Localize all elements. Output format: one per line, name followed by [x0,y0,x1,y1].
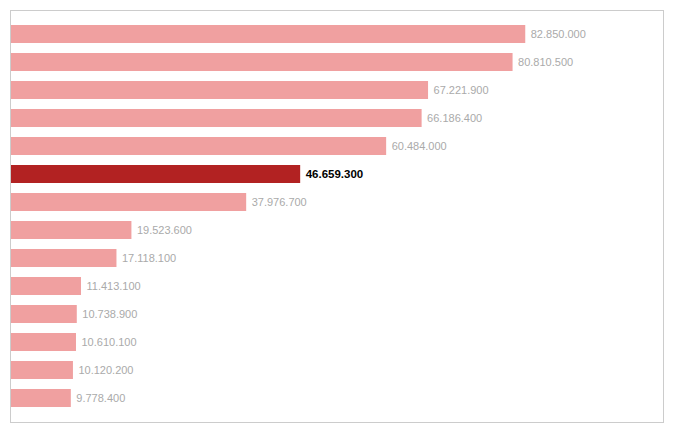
svg-text:10.610.100: 10.610.100 [81,336,136,348]
svg-text:37.976.700: 37.976.700 [252,196,307,208]
svg-text:11.413.100: 11.413.100 [86,280,140,292]
svg-text:82.850.000: 82.850.000 [531,28,586,40]
svg-text:60.484.000: 60.484.000 [392,140,447,152]
svg-text:66.186.400: 66.186.400 [427,112,482,124]
svg-text:46.659.300: 46.659.300 [306,168,364,180]
svg-text:9.778.400: 9.778.400 [76,392,125,404]
svg-text:10.738.900: 10.738.900 [82,308,137,320]
svg-text:10.120.200: 10.120.200 [78,364,133,376]
svg-text:80.810.500: 80.810.500 [518,56,573,68]
svg-text:19.523.600: 19.523.600 [137,224,192,236]
svg-text:17.118.100: 17.118.100 [122,252,176,264]
svg-text:67.221.900: 67.221.900 [434,84,489,96]
